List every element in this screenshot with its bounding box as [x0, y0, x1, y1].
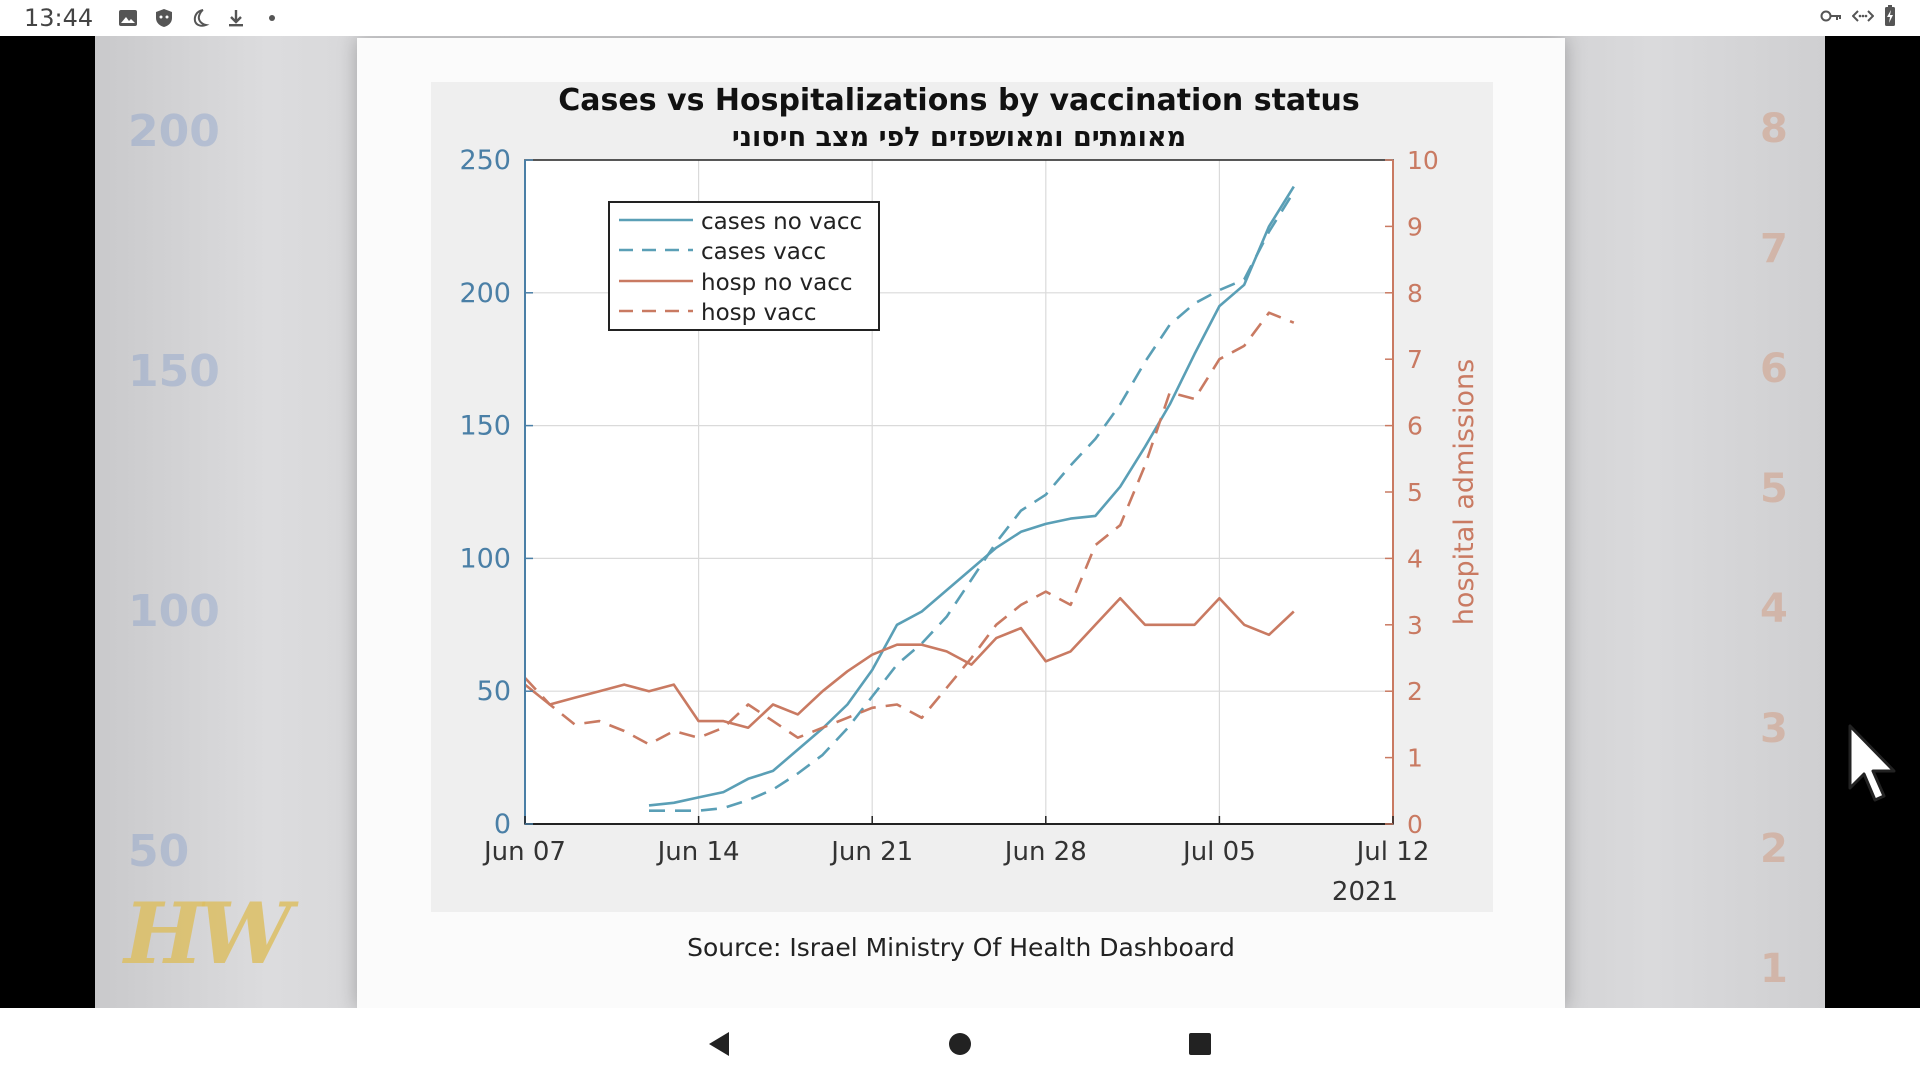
y-tick-label: 100	[459, 543, 511, 574]
recents-square-icon	[1189, 1033, 1211, 1055]
y2-tick-label: 5	[1407, 478, 1423, 507]
series-hosp-no-vacc	[524, 596, 1295, 729]
ghost-tick-left: 50	[128, 826, 190, 877]
legend-box	[608, 201, 880, 331]
back-triangle-icon	[709, 1032, 729, 1056]
channel-watermark-logo: HW	[124, 884, 292, 983]
back-button[interactable]	[690, 1014, 750, 1074]
series-cases-no-vacc	[648, 185, 1295, 807]
ghost-tick-right: 3	[1760, 706, 1788, 752]
y-tick-label: 250	[459, 145, 511, 176]
source-caption: Source: Israel Ministry Of Health Dashbo…	[687, 933, 1235, 962]
series-cases-vacc	[649, 191, 1295, 812]
y2-tick-label: 8	[1407, 279, 1423, 308]
ghost-tick-left: 100	[128, 586, 220, 637]
y-tick-label: 50	[477, 676, 511, 707]
y-tick-label: 150	[459, 411, 511, 442]
ghost-tick-right: 6	[1760, 346, 1788, 392]
ghost-tick-right: 1	[1760, 946, 1788, 992]
y2-tick-label: 10	[1407, 146, 1439, 175]
ghost-tick-right: 4	[1760, 586, 1788, 632]
y2-tick-label: 4	[1407, 544, 1423, 573]
status-right-icons	[1820, 0, 1896, 36]
x-axis-label: 2021	[1332, 877, 1398, 907]
battery-icon	[1884, 5, 1896, 31]
x-tick-label: Jun 21	[829, 837, 913, 867]
image-icon	[117, 7, 139, 29]
code-icon	[1851, 8, 1875, 28]
shield-icon	[153, 7, 175, 29]
mouse-cursor-icon	[1848, 724, 1896, 802]
dot-icon	[261, 7, 283, 29]
line-chart: Jun 07 Jun 14 Jun 21 Jun 28 Jul 05 Jul 120501…	[459, 83, 1480, 907]
y-tick-label: 200	[459, 278, 511, 309]
legend-label: hosp vacc	[701, 300, 817, 326]
y2-tick-label: 0	[1407, 810, 1423, 839]
chart-subtitle: מאומתים ומאושפזים לפי מצב חיסוני	[732, 122, 1186, 153]
home-circle-icon	[949, 1033, 971, 1055]
legend-label: cases no vacc	[701, 209, 862, 235]
status-time: 13:44	[24, 4, 94, 32]
y2-tick-label: 7	[1407, 345, 1423, 374]
y2-tick-label: 6	[1407, 412, 1423, 441]
x-tick-label: Jun 28	[1003, 837, 1087, 867]
status-bar: 13:44	[0, 0, 1920, 36]
legend-label: hosp no vacc	[701, 270, 853, 296]
ghost-tick-right: 8	[1760, 106, 1788, 152]
download-icon	[225, 7, 247, 29]
navigation-bar	[0, 1008, 1920, 1080]
ghost-tick-left: 200	[128, 106, 220, 157]
y2-tick-label: 9	[1407, 212, 1423, 241]
ghost-tick-left: 150	[128, 346, 220, 397]
y2-tick-label: 2	[1407, 677, 1423, 706]
recents-button[interactable]	[1170, 1014, 1230, 1074]
ghost-tick-right: 5	[1760, 466, 1788, 512]
legend: cases no vacc cases vacc hosp no vacc ho…	[608, 201, 880, 331]
video-frame[interactable]: 200 150 100 50 8 7 6 5 4 3 2 1 HW Jun 07…	[0, 36, 1920, 1008]
moon-icon	[189, 7, 211, 29]
y2-axis-label: hospital admissions	[1449, 359, 1480, 625]
legend-label: cases vacc	[701, 239, 826, 265]
series-lines	[524, 185, 1295, 812]
x-tick-label: Jun 14	[656, 837, 740, 867]
tick-labels: Jun 07 Jun 14 Jun 21 Jun 28 Jul 05 Jul 120501…	[459, 145, 1438, 867]
x-tick-label: Jul 12	[1355, 837, 1430, 867]
y2-tick-label: 1	[1407, 744, 1423, 773]
ghost-tick-right: 7	[1760, 226, 1788, 272]
home-button[interactable]	[930, 1014, 990, 1074]
y-tick-label: 0	[494, 809, 511, 840]
key-icon	[1820, 8, 1842, 28]
x-tick-label: Jun 07	[482, 837, 566, 867]
x-tick-label: Jul 05	[1181, 837, 1256, 867]
ghost-tick-right: 2	[1760, 826, 1788, 872]
series-hosp-vacc	[524, 311, 1295, 746]
chart-title: Cases vs Hospitalizations by vaccination…	[558, 83, 1359, 118]
y2-tick-label: 3	[1407, 611, 1423, 640]
chart-panel: Jun 07 Jun 14 Jun 21 Jun 28 Jul 05 Jul 12 0 50 1…	[431, 82, 1493, 912]
slide: Jun 07 Jun 14 Jun 21 Jun 28 Jul 05 Jul 12 0 50 1…	[357, 38, 1565, 1008]
